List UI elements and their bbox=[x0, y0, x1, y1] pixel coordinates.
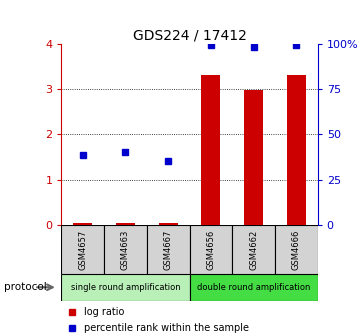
Text: double round amplification: double round amplification bbox=[197, 283, 310, 292]
Bar bbox=[287, 75, 306, 225]
Bar bbox=[201, 75, 221, 225]
Bar bbox=[61, 274, 190, 301]
Bar bbox=[116, 223, 135, 225]
Title: GDS224 / 17412: GDS224 / 17412 bbox=[132, 29, 247, 43]
Bar bbox=[73, 223, 92, 225]
Text: single round amplification: single round amplification bbox=[71, 283, 180, 292]
Bar bbox=[244, 90, 263, 225]
Bar bbox=[104, 225, 147, 274]
Text: GSM4667: GSM4667 bbox=[164, 229, 173, 270]
Text: GSM4662: GSM4662 bbox=[249, 229, 258, 269]
Bar bbox=[147, 225, 190, 274]
Text: protocol: protocol bbox=[4, 282, 46, 292]
Text: GSM4657: GSM4657 bbox=[78, 229, 87, 269]
Text: percentile rank within the sample: percentile rank within the sample bbox=[84, 323, 249, 333]
Text: GSM4656: GSM4656 bbox=[206, 229, 216, 269]
Bar bbox=[158, 223, 178, 225]
Bar bbox=[61, 225, 104, 274]
Bar bbox=[232, 225, 275, 274]
Text: GSM4663: GSM4663 bbox=[121, 229, 130, 270]
Bar bbox=[275, 225, 318, 274]
Text: GSM4666: GSM4666 bbox=[292, 229, 301, 270]
Text: log ratio: log ratio bbox=[84, 307, 125, 317]
Bar bbox=[190, 274, 318, 301]
Bar bbox=[190, 225, 232, 274]
